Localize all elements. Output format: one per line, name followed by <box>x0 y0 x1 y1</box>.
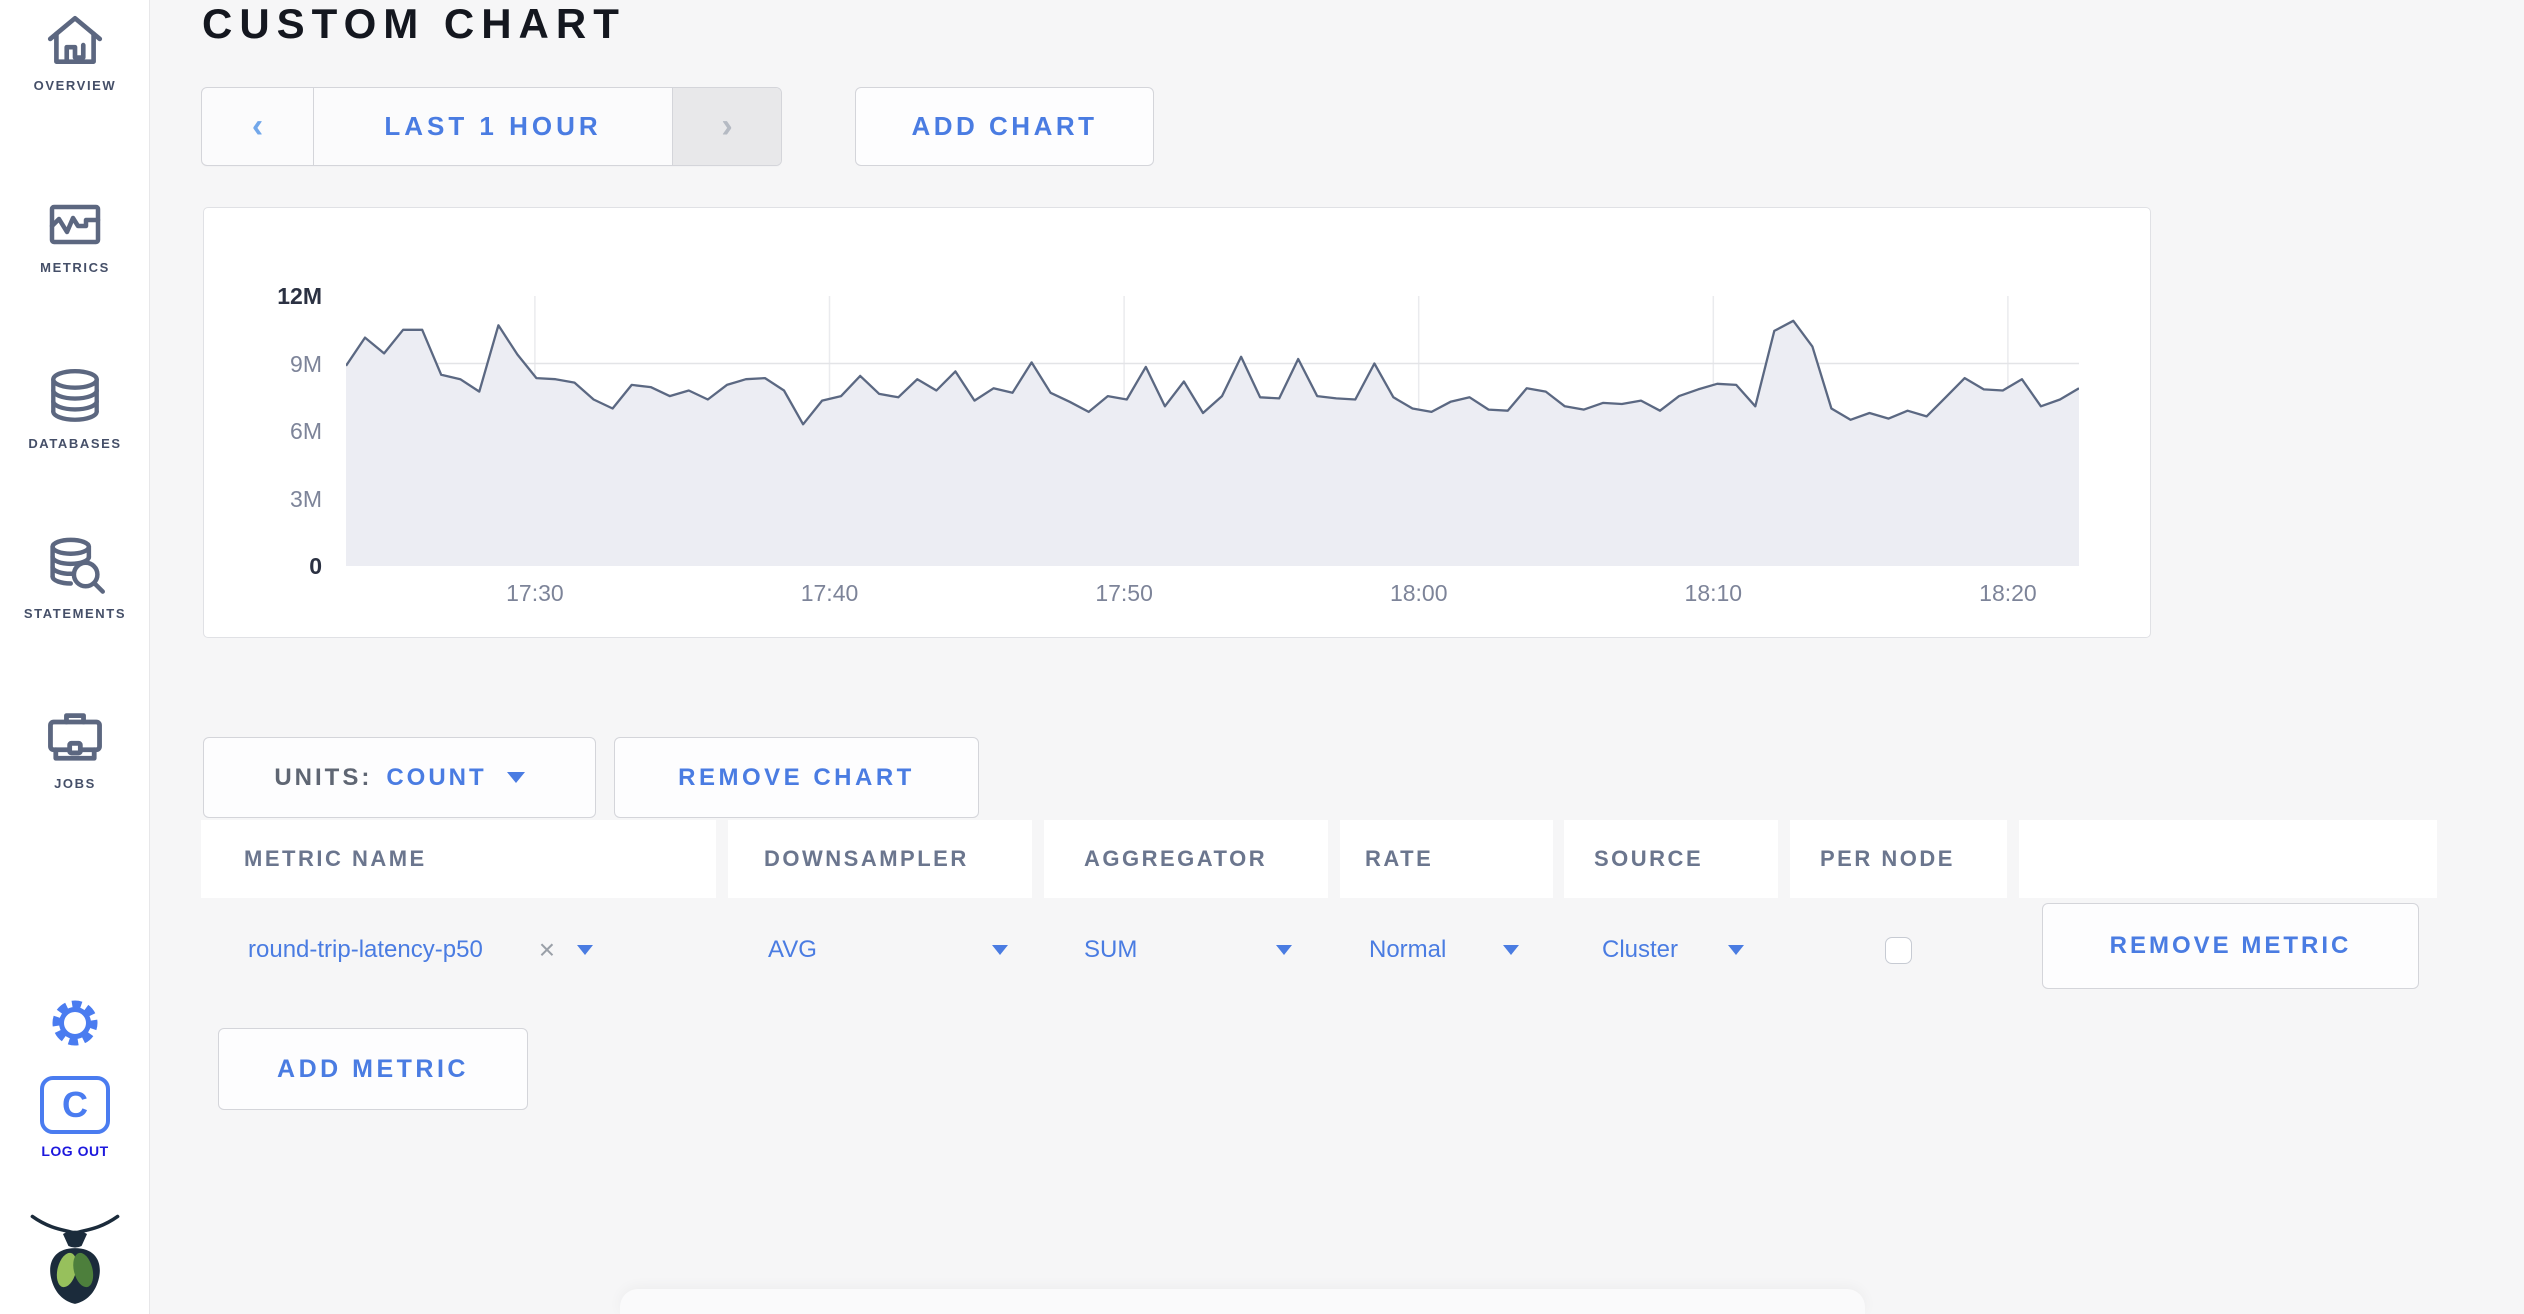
sidebar-item-label: JOBS <box>54 776 96 791</box>
aggregator-value: SUM <box>1084 936 1138 963</box>
sidebar-item-logout[interactable]: C LOG OUT <box>0 1076 150 1159</box>
time-range-selector: ‹ LAST 1 HOUR › <box>201 87 782 166</box>
x-axis-tick-label: 18:20 <box>1979 580 2037 606</box>
remove-metric-button[interactable]: REMOVE METRIC <box>2042 903 2419 989</box>
page-title: CUSTOM CHART <box>202 0 626 47</box>
per-node-cell <box>1790 905 2007 995</box>
chevron-right-icon: › <box>721 107 733 145</box>
chevron-down-icon <box>1728 945 1744 955</box>
units-value: COUNT <box>386 763 487 791</box>
column-header-rate: RATE <box>1340 820 1553 898</box>
metric-name-value: round-trip-latency-p50 <box>248 936 483 963</box>
column-header-downsampler: DOWNSAMPLER <box>728 820 1032 898</box>
custom-chart-plot <box>346 296 2079 566</box>
x-axis-tick-label: 17:50 <box>1095 580 1153 606</box>
column-header-aggregator: AGGREGATOR <box>1044 820 1328 898</box>
downsampler-value: AVG <box>768 936 817 963</box>
cockroach-bug-logo <box>28 1212 122 1309</box>
units-dropdown[interactable]: UNITS: COUNT <box>203 737 596 818</box>
sidebar-item-label: METRICS <box>40 260 110 275</box>
downsampler-dropdown[interactable]: AVG <box>768 905 1008 995</box>
statements-icon <box>0 534 150 598</box>
bottom-edge-artifact <box>620 1289 1865 1314</box>
sidebar-item-overview[interactable]: OVERVIEW <box>0 12 150 93</box>
chevron-left-icon: ‹ <box>251 107 264 145</box>
x-axis-tick-label: 17:40 <box>800 580 859 606</box>
jobs-icon <box>0 708 150 768</box>
chevron-down-icon <box>506 772 525 783</box>
units-label: UNITS: <box>274 763 373 791</box>
rate-value: Normal <box>1369 936 1447 963</box>
time-range-next-button[interactable]: › <box>672 88 781 165</box>
add-metric-button[interactable]: ADD METRIC <box>218 1028 528 1110</box>
time-range-value[interactable]: LAST 1 HOUR <box>314 88 672 165</box>
sidebar-item-label: DATABASES <box>28 436 122 451</box>
cockroach-c-icon: C <box>40 1076 110 1134</box>
logout-label: LOG OUT <box>41 1143 109 1159</box>
y-axis-tick-label: 0 <box>309 553 322 579</box>
sidebar-item-jobs[interactable]: JOBS <box>0 708 150 791</box>
sidebar-item-statements[interactable]: STATEMENTS <box>0 534 150 621</box>
area-chart <box>346 296 2079 566</box>
clear-metric-icon[interactable]: × <box>538 934 556 965</box>
remove-chart-button[interactable]: REMOVE CHART <box>614 737 979 818</box>
y-axis-tick-label: 3M <box>290 485 322 512</box>
chevron-down-icon <box>1276 945 1292 955</box>
c-icon-letter: C <box>62 1084 88 1125</box>
column-header-per-node: PER NODE <box>1790 820 2007 898</box>
metrics-icon <box>0 196 150 252</box>
chevron-down-icon <box>577 945 594 955</box>
y-axis-tick-label: 12M <box>277 283 322 309</box>
sidebar-item-metrics[interactable]: METRICS <box>0 196 150 275</box>
column-header-metric-name: METRIC NAME <box>201 820 716 898</box>
x-axis-tick-label: 18:00 <box>1389 580 1448 606</box>
add-chart-button[interactable]: ADD CHART <box>855 87 1154 166</box>
x-axis-tick-label: 18:10 <box>1684 580 1743 606</box>
column-header-actions <box>2019 820 2437 898</box>
sidebar-item-label: STATEMENTS <box>23 606 127 621</box>
x-axis-tick-label: 17:30 <box>506 580 564 606</box>
column-header-source: SOURCE <box>1564 820 1778 898</box>
sidebar-item-databases[interactable]: DATABASES <box>0 366 150 451</box>
source-value: Cluster <box>1602 936 1679 963</box>
y-axis-tick-label: 9M <box>290 350 322 377</box>
y-axis-tick-label: 6M <box>290 418 322 444</box>
aggregator-dropdown[interactable]: SUM <box>1084 905 1292 995</box>
source-dropdown[interactable]: Cluster <box>1602 905 1744 995</box>
settings-button[interactable] <box>0 996 150 1055</box>
chevron-down-icon <box>992 945 1008 955</box>
metric-name-dropdown[interactable]: round-trip-latency-p50 × <box>201 905 716 995</box>
home-icon <box>0 12 150 70</box>
chart-card: 0 3M 6M 9M 12M 17:30 17:40 17:50 18:00 18:10 18:2… <box>203 207 2151 638</box>
databases-icon <box>0 366 150 428</box>
chevron-down-icon <box>1503 945 1519 955</box>
sidebar: OVERVIEW METRICS DATABASE <box>0 0 150 1314</box>
sidebar-item-label: OVERVIEW <box>33 78 117 93</box>
rate-dropdown[interactable]: Normal <box>1369 905 1519 995</box>
per-node-checkbox[interactable] <box>1885 936 1912 964</box>
gear-icon <box>48 1000 102 1054</box>
time-range-prev-button[interactable]: ‹ <box>202 88 314 165</box>
